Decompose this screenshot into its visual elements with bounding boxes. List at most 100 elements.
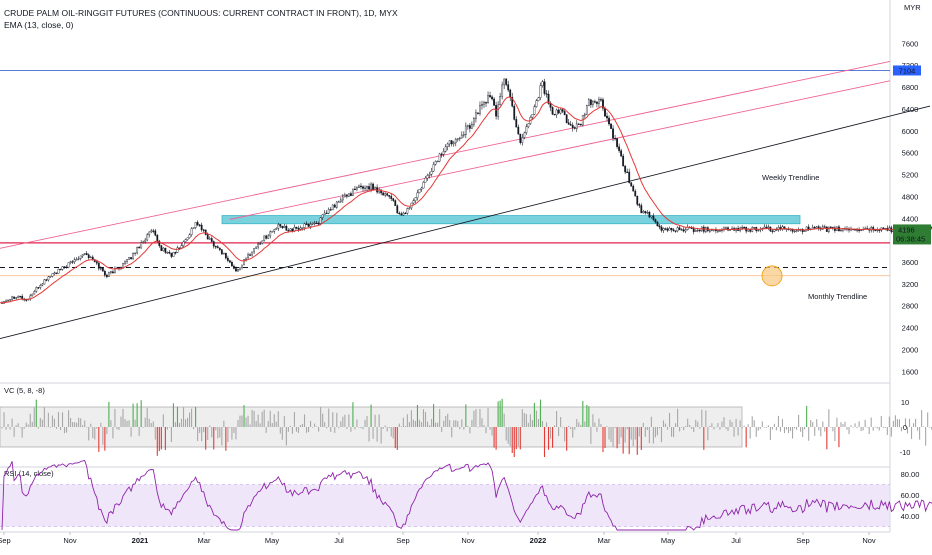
candle-body bbox=[101, 268, 104, 272]
candle-body bbox=[662, 228, 665, 231]
candle-body bbox=[602, 99, 604, 109]
candle-body bbox=[616, 138, 619, 147]
vc-bar bbox=[422, 409, 425, 427]
candle-body bbox=[646, 212, 649, 214]
vc-bar bbox=[792, 427, 794, 439]
vc-bar bbox=[787, 427, 790, 434]
vc-bar bbox=[527, 422, 529, 427]
candle-body bbox=[202, 229, 205, 231]
vc-bar bbox=[783, 427, 786, 434]
vc-bar bbox=[892, 420, 894, 427]
vc-bar bbox=[576, 418, 578, 427]
vc-bar bbox=[418, 419, 421, 427]
candle-body bbox=[547, 93, 550, 104]
time-tick-label: Nov bbox=[862, 536, 876, 545]
vc-bar bbox=[281, 427, 283, 440]
candle-body bbox=[795, 230, 798, 232]
candle-body bbox=[186, 237, 189, 240]
vc-bar bbox=[798, 414, 800, 427]
candle-body bbox=[43, 279, 46, 285]
vc-bar bbox=[556, 410, 558, 427]
candle-body bbox=[352, 188, 354, 196]
candle-body bbox=[71, 261, 74, 263]
vc-bar bbox=[41, 419, 43, 427]
vc-bar bbox=[146, 407, 148, 427]
vc-bar bbox=[802, 427, 804, 438]
candle-body bbox=[65, 266, 68, 269]
vc-bar bbox=[70, 418, 72, 427]
candle-body bbox=[291, 228, 294, 232]
candle-body bbox=[606, 115, 608, 119]
vc-bar bbox=[560, 417, 562, 427]
vc-bar bbox=[689, 424, 691, 427]
vc-bar bbox=[90, 423, 92, 427]
vc-bar bbox=[735, 418, 737, 427]
vc-bar bbox=[545, 422, 548, 427]
vc-bar bbox=[880, 415, 882, 427]
candle-body bbox=[253, 248, 255, 253]
vc-bar bbox=[261, 411, 263, 427]
vc-bar bbox=[94, 427, 96, 440]
vc-bar bbox=[820, 427, 822, 437]
candle-body bbox=[545, 93, 548, 95]
candle-body bbox=[840, 230, 842, 232]
candle-body bbox=[793, 230, 796, 233]
vc-bar bbox=[229, 427, 231, 428]
candle-body bbox=[257, 243, 260, 248]
candle-body bbox=[460, 134, 463, 139]
candle-body bbox=[513, 105, 516, 120]
vc-bar bbox=[757, 427, 759, 431]
vc-bar bbox=[340, 421, 342, 427]
candle-body bbox=[696, 229, 699, 232]
vc-bar bbox=[725, 427, 727, 429]
vc-bar bbox=[483, 425, 485, 427]
vc-bar bbox=[308, 427, 310, 433]
candle-body bbox=[196, 222, 199, 226]
vc-bar bbox=[604, 427, 606, 448]
candle-body bbox=[555, 109, 558, 116]
vc-bar bbox=[755, 427, 757, 437]
candle-body bbox=[632, 185, 635, 192]
candle-body bbox=[489, 95, 491, 98]
candle-body bbox=[142, 241, 145, 243]
candle-body bbox=[337, 201, 340, 203]
vc-bar bbox=[874, 426, 876, 428]
vc-bar bbox=[925, 427, 927, 446]
vc-bar bbox=[136, 403, 138, 427]
candle-body bbox=[267, 235, 270, 239]
vc-bar bbox=[227, 427, 229, 443]
candle-body bbox=[226, 257, 229, 261]
vc-bar bbox=[479, 408, 481, 427]
vc-bar bbox=[45, 426, 47, 428]
vc-bar bbox=[342, 416, 344, 427]
vc-bar bbox=[237, 419, 239, 427]
vc-bar bbox=[731, 421, 733, 427]
candle-body bbox=[497, 104, 500, 117]
vc-bar bbox=[17, 423, 19, 427]
vc-bar bbox=[25, 422, 27, 427]
vc-bar bbox=[207, 427, 209, 440]
vc-bar bbox=[529, 414, 531, 427]
vc-bar bbox=[33, 407, 35, 427]
vc-bar bbox=[362, 427, 364, 430]
vc-bar bbox=[808, 427, 810, 441]
vc-bar bbox=[590, 427, 592, 444]
candle-body bbox=[83, 253, 86, 255]
vc-tick-label: 10 bbox=[901, 398, 909, 407]
candle-body bbox=[741, 227, 744, 229]
vc-bar bbox=[3, 412, 5, 427]
vc-indicator-label: VC (5, 8, -8) bbox=[4, 386, 45, 395]
vc-bar bbox=[574, 427, 576, 430]
price-tick-label: 5600 bbox=[902, 149, 919, 158]
vc-bar bbox=[894, 415, 896, 427]
candle-body bbox=[717, 230, 719, 232]
rsi-indicator-label: RSI (14, close) bbox=[4, 469, 54, 478]
vc-bar bbox=[283, 416, 285, 427]
vc-bar bbox=[176, 406, 179, 427]
vc-bar bbox=[74, 422, 76, 427]
candle-body bbox=[815, 226, 818, 229]
vc-bar bbox=[602, 427, 604, 453]
candle-body bbox=[565, 114, 568, 123]
candle-body bbox=[87, 254, 90, 258]
